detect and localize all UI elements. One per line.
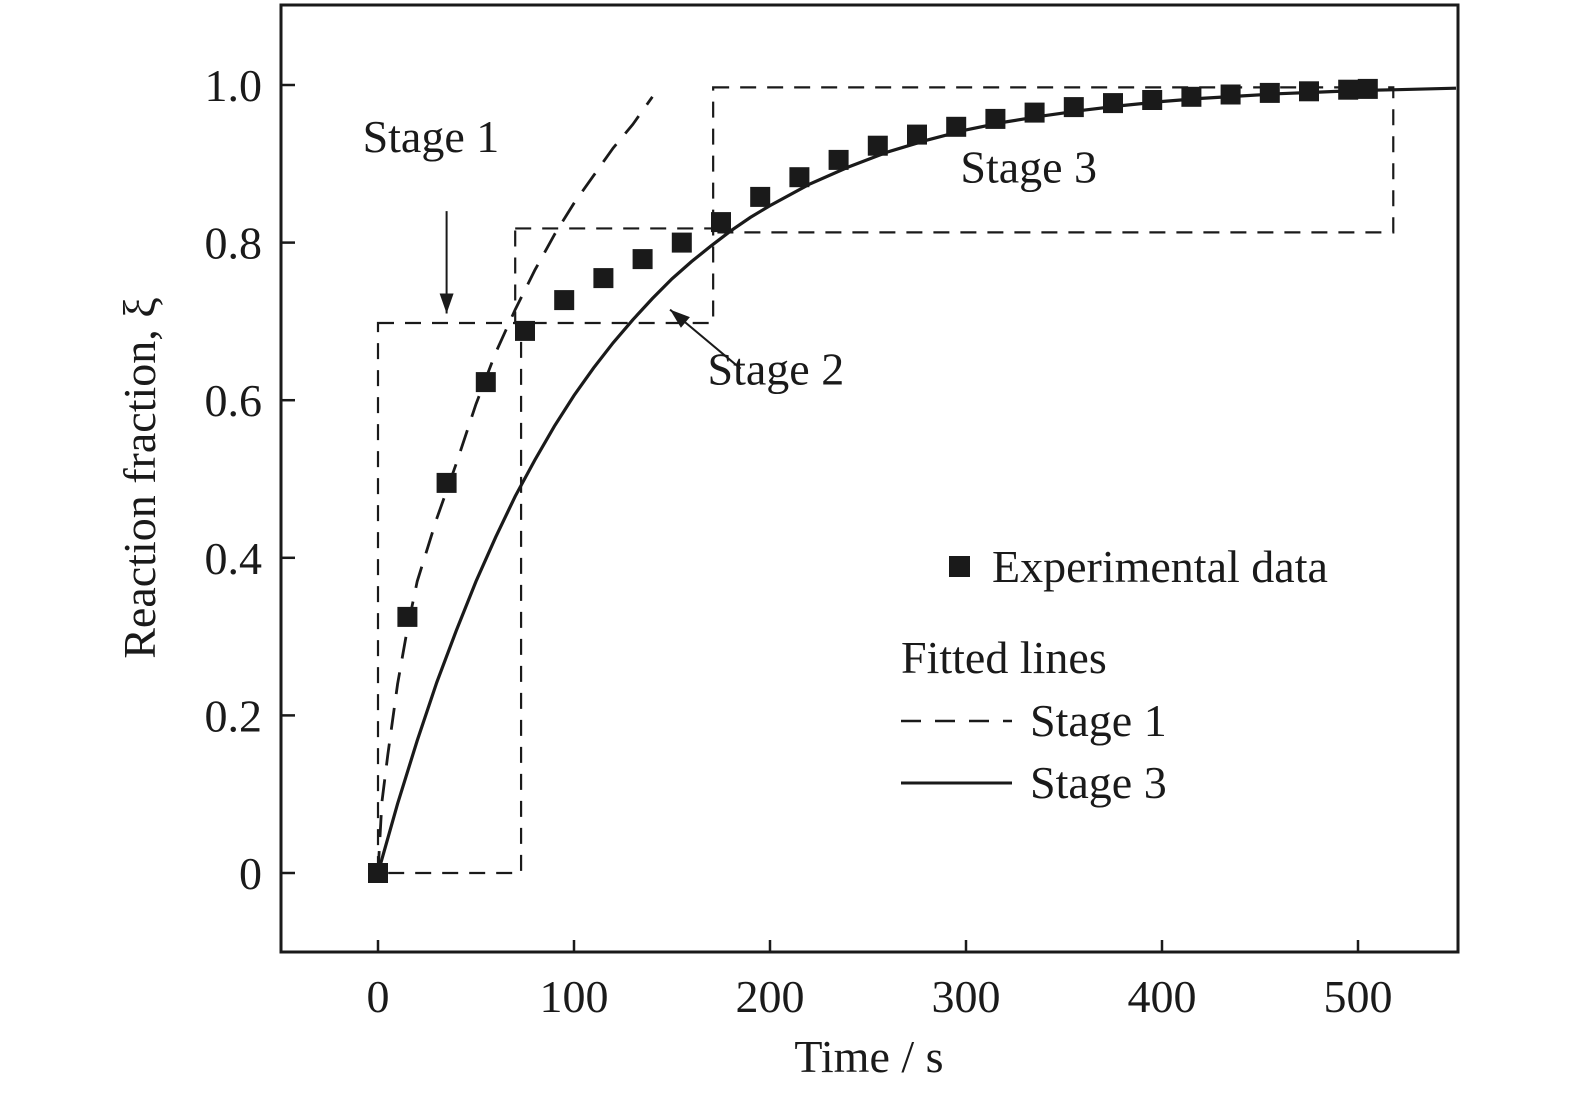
data-point xyxy=(515,320,535,341)
x-axis-title: Time / s xyxy=(794,1031,943,1082)
fitted-lines xyxy=(376,86,1457,874)
legend-label-stage1: Stage 1 xyxy=(1030,695,1167,746)
legend-label-experimental: Experimental data xyxy=(992,541,1328,592)
fit-line-stage-3 xyxy=(376,86,1457,874)
data-point xyxy=(1259,82,1280,103)
data-point xyxy=(632,249,653,270)
data-point xyxy=(397,606,418,627)
data-point xyxy=(711,212,731,233)
data-point xyxy=(828,149,849,170)
data-point xyxy=(1338,79,1359,100)
stage-region-box-2 xyxy=(514,227,715,325)
plot-frame xyxy=(279,3,1460,954)
data-point xyxy=(593,268,614,289)
legend-title-fitted: Fitted lines xyxy=(901,632,1107,683)
data-point xyxy=(436,472,457,493)
legend-marker-experimental xyxy=(949,556,970,577)
annotation-stage-1: Stage 1 xyxy=(363,111,500,162)
annotation-stage-3: Stage 3 xyxy=(960,142,1097,193)
data-point xyxy=(946,116,967,137)
x-tick-label: 400 xyxy=(1128,971,1197,1022)
x-tick-label: 300 xyxy=(932,971,1001,1022)
data-point xyxy=(671,232,692,253)
stage-region-box-3 xyxy=(712,86,1395,234)
data-point xyxy=(1063,97,1084,118)
data-point xyxy=(1299,81,1319,102)
data-point xyxy=(985,108,1006,129)
fit-line-stage-1 xyxy=(376,95,654,874)
y-tick-label: 0.8 xyxy=(205,218,263,269)
annotation-arrow-head xyxy=(439,293,454,314)
x-tick-label: 200 xyxy=(736,971,805,1022)
stage-annotations: Stage 1 Stage 2 Stage 3 xyxy=(363,111,1098,394)
data-point xyxy=(554,290,575,311)
data-point xyxy=(750,186,771,207)
x-tick-label: 100 xyxy=(540,971,609,1022)
data-point xyxy=(1024,102,1045,123)
data-point xyxy=(1103,93,1123,114)
data-point xyxy=(1220,84,1241,105)
stage-regions xyxy=(376,86,1395,875)
data-point xyxy=(475,372,496,393)
y-tick-label: 1.0 xyxy=(205,60,263,111)
data-point xyxy=(867,135,888,156)
data-point xyxy=(907,124,927,145)
y-tick-label: 0 xyxy=(239,848,262,899)
legend-label-stage3: Stage 3 xyxy=(1030,757,1167,808)
data-point xyxy=(368,863,388,883)
data-point xyxy=(1142,90,1163,110)
x-tick-label: 0 xyxy=(367,971,390,1022)
annotation-stage-2: Stage 2 xyxy=(708,343,845,394)
data-point xyxy=(789,167,810,188)
x-tick-label: 500 xyxy=(1324,971,1393,1022)
annotation-arrow-head xyxy=(670,309,690,328)
y-tick-label: 0.4 xyxy=(205,533,263,584)
y-axis-title: Reaction fraction, ξ xyxy=(114,297,165,659)
legend: Experimental data Fitted lines Stage 1 S… xyxy=(901,541,1328,808)
data-point xyxy=(1357,78,1378,99)
y-tick-label: 0.2 xyxy=(205,690,263,741)
stage-region-box-1 xyxy=(376,321,523,875)
axis-ticks: 0 100 200 300 400 500 0 0.2 0.4 0.6 0.8 1.0 xyxy=(205,60,1393,1022)
experimental-markers xyxy=(368,78,1378,883)
data-point xyxy=(1181,86,1202,107)
y-tick-label: 0.6 xyxy=(205,375,263,426)
